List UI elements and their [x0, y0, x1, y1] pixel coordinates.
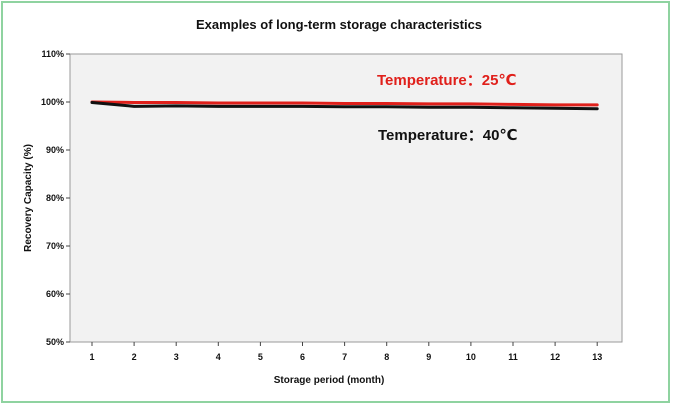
x-tick-label: 4	[216, 352, 221, 362]
x-tick-label: 9	[426, 352, 431, 362]
y-tick-label: 50%	[46, 337, 64, 347]
series-label-25c: Temperature：25℃	[377, 72, 517, 89]
series-line-25c	[90, 100, 599, 107]
x-axis: 1 2 3 4 5 6 7 8 9 10 11 12 13	[89, 342, 602, 362]
x-axis-label: Storage period (month)	[274, 375, 385, 386]
y-tick-label: 110%	[41, 49, 64, 59]
x-tick-label: 11	[508, 352, 518, 362]
y-axis-label: Recovery Capacity (%)	[23, 144, 34, 252]
series-line-40c	[90, 100, 599, 111]
x-tick-label: 12	[550, 352, 560, 362]
chart-title: Examples of long-term storage characteri…	[196, 17, 482, 32]
x-tick-label: 7	[342, 352, 347, 362]
x-tick-label: 13	[592, 352, 602, 362]
series-label-40c: Temperature：40℃	[378, 127, 518, 144]
chart-frame: Examples of long-term storage characteri…	[1, 1, 670, 403]
x-tick-label: 10	[466, 352, 476, 362]
y-tick-label: 80%	[46, 193, 64, 203]
plot-area	[69, 53, 623, 343]
x-tick-label: 5	[258, 352, 263, 362]
y-tick-label: 90%	[46, 145, 64, 155]
y-axis: 50% 60% 70% 80% 90% 100% 110%	[41, 49, 70, 347]
x-tick-label: 6	[300, 352, 305, 362]
y-tick-label: 60%	[46, 289, 64, 299]
x-tick-label: 1	[89, 352, 94, 362]
y-tick-label: 70%	[46, 241, 64, 251]
chart-svg: Examples of long-term storage characteri…	[23, 17, 623, 386]
x-tick-label: 3	[174, 352, 179, 362]
x-tick-label: 8	[384, 352, 389, 362]
series-group	[90, 100, 599, 111]
x-tick-label: 2	[132, 352, 137, 362]
y-tick-label: 100%	[41, 97, 64, 107]
